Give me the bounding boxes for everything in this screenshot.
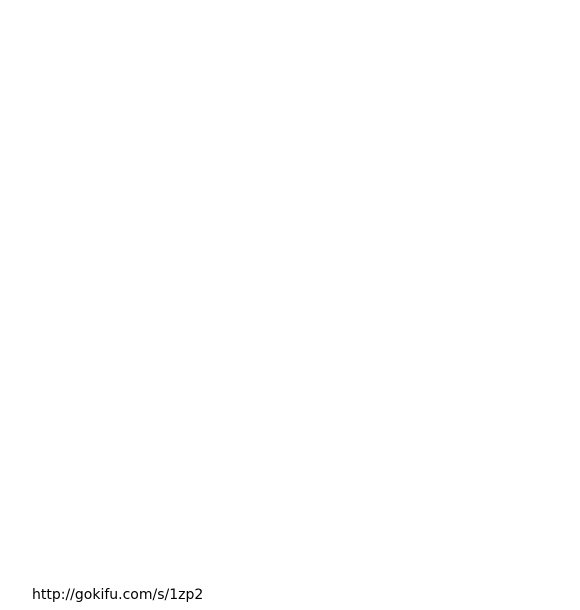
source-url: http://gokifu.com/s/1zp2 — [32, 587, 203, 603]
